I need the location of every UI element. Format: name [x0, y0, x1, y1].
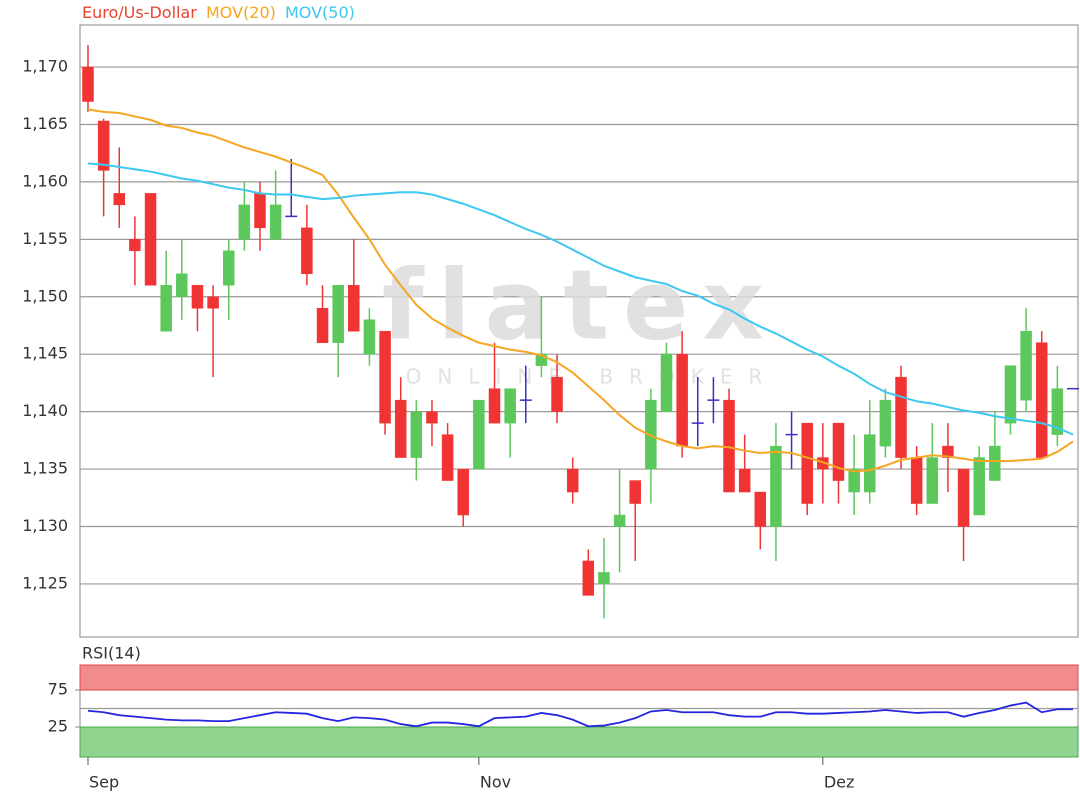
candle-body	[254, 193, 266, 229]
y-tick-label: 1,160	[22, 171, 68, 190]
candle-body	[348, 285, 360, 332]
overbought-zone	[79, 664, 1079, 691]
candle-body	[176, 273, 188, 298]
candle-body	[82, 66, 94, 102]
candle-body	[770, 445, 782, 527]
candle-body	[973, 457, 985, 516]
candle-body	[473, 399, 485, 470]
candle-body	[582, 560, 595, 596]
candle-body	[238, 204, 251, 240]
candle-body	[316, 308, 329, 343]
candle-body	[160, 285, 172, 332]
candle-body	[832, 422, 845, 481]
moving-average-line	[87, 162, 1074, 436]
candle-body	[645, 399, 657, 470]
candle-body	[926, 457, 939, 504]
candle-body	[660, 353, 673, 412]
candle-body	[895, 376, 907, 458]
candle-body	[754, 491, 767, 527]
y-tick-label: 1,170	[22, 57, 68, 76]
candle-body	[144, 193, 157, 286]
candle-body	[942, 445, 954, 458]
candle-body	[113, 193, 126, 206]
x-tick-label: Nov	[480, 773, 511, 792]
candle-body	[207, 296, 219, 309]
candle-body	[1051, 388, 1064, 435]
candle-body	[426, 411, 438, 424]
candle-body	[191, 285, 204, 309]
candle-body	[332, 285, 344, 343]
y-tick-label: 1,130	[22, 516, 68, 535]
legend: Euro/Us-Dollar MOV(20) MOV(50)	[82, 3, 355, 22]
candle-body	[301, 227, 313, 275]
candle-body	[863, 434, 876, 493]
candle-body	[676, 353, 688, 447]
legend-entry: Euro/Us-Dollar	[82, 3, 197, 22]
candle-body	[957, 468, 970, 527]
legend-entry: MOV(50)	[285, 3, 355, 22]
y-tick-label: 1,150	[22, 286, 68, 305]
candle-body	[910, 457, 923, 504]
moving-average-line	[87, 108, 1074, 473]
candle-body	[97, 120, 110, 171]
candle-body	[989, 445, 1001, 481]
candle-body	[879, 399, 892, 447]
candle-body	[629, 480, 641, 504]
y-tick-label: 1,135	[22, 459, 68, 478]
x-tick-label: Dez	[824, 773, 855, 792]
candle-body	[598, 572, 610, 585]
candle-body	[551, 376, 563, 412]
y-tick-label: 75	[48, 680, 68, 699]
legend-entry: MOV(20)	[206, 3, 276, 22]
candle-body	[504, 388, 516, 424]
y-tick-label: 25	[48, 717, 68, 736]
candle-body	[269, 204, 282, 240]
candle-body	[613, 514, 626, 527]
rsi-legend: RSI(14)	[82, 644, 141, 663]
y-tick-label: 1,165	[22, 114, 68, 133]
candle-body	[801, 422, 813, 504]
candle-body	[1020, 330, 1032, 401]
candle-body	[738, 468, 751, 493]
candle-body	[394, 399, 407, 458]
candle-body	[535, 353, 548, 366]
candle-body	[410, 411, 423, 458]
candle-body	[363, 319, 376, 355]
candle-body	[379, 330, 391, 424]
candle-body	[848, 468, 860, 493]
candle-body	[129, 239, 141, 252]
y-tick-label: 1,125	[22, 573, 68, 592]
candle-body	[1004, 365, 1017, 424]
candle-body	[441, 434, 454, 481]
plot-layer: flatex ONLINE BROKER	[80, 45, 1079, 619]
x-tick-label: Sep	[89, 773, 119, 792]
rsi-line	[87, 701, 1073, 728]
y-tick-label: 1,145	[22, 344, 68, 363]
y-tick-label: 1,140	[22, 401, 68, 420]
candle-body	[566, 468, 579, 493]
candle-body	[488, 388, 501, 424]
candle-body	[457, 468, 469, 516]
rsi-layer	[75, 664, 1079, 758]
main-plot-frame	[79, 24, 1079, 638]
y-tick-label: 1,155	[22, 229, 68, 248]
watermark-tagline: ONLINE BROKER	[406, 365, 779, 389]
candle-body	[222, 250, 235, 286]
oversold-zone	[79, 726, 1079, 758]
candle-body	[1035, 342, 1048, 458]
watermark-logo: flatex	[382, 249, 778, 361]
